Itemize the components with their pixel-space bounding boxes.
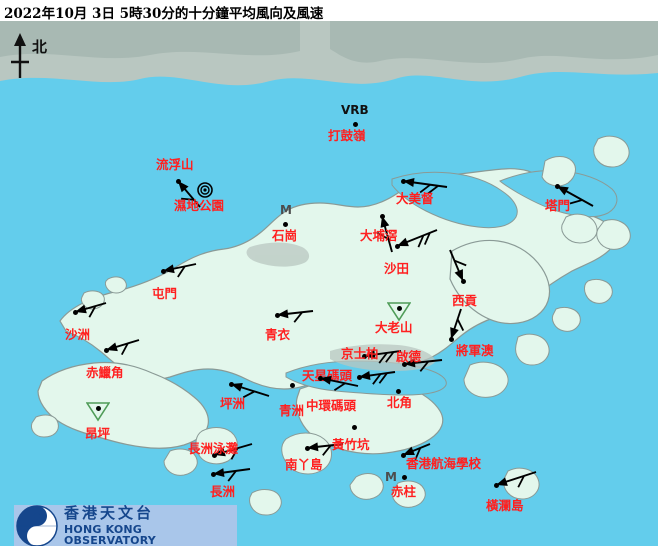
- station-label: 青洲: [279, 403, 305, 418]
- station-marker-dot: [351, 424, 357, 430]
- station-marker-dot: [289, 382, 295, 388]
- station-marker-dot: [274, 312, 280, 318]
- station-marker-dot: [211, 452, 217, 458]
- station-label: 屯門: [152, 286, 178, 301]
- station-label: 長洲泳灘: [188, 441, 239, 456]
- station-marker-dot: [352, 121, 358, 127]
- station-label: 坪洲: [220, 396, 246, 411]
- station-marker-dot: [401, 361, 407, 367]
- station-marker-dot: [448, 336, 454, 342]
- station-label: 打鼓嶺: [328, 128, 366, 143]
- hko-logo: 香港天文台 HONG KONG OBSERVATORY: [14, 505, 237, 546]
- station-label: 黃竹坑: [332, 437, 370, 452]
- station-label: 京士柏: [341, 346, 379, 361]
- station-label: 大埔滘: [360, 228, 398, 243]
- station-marker-dot: [356, 374, 362, 380]
- title-bar: 2022年10月 3日 5時30分的十分鐘平均風向及風速: [0, 0, 658, 22]
- station-marker-dot: [379, 213, 385, 219]
- hko-logo-icon: [16, 505, 58, 546]
- variable-wind-marker: VRB: [341, 103, 369, 117]
- station-marker-dot: [175, 178, 181, 184]
- station-marker-dot: [493, 482, 499, 488]
- station-marker-dot: [103, 347, 109, 353]
- station-marker-dot: [282, 221, 288, 227]
- logo-name-en: HONG KONG OBSERVATORY: [64, 523, 156, 546]
- north-arrow-icon: 北: [6, 30, 66, 82]
- missing-data-marker: M: [280, 203, 292, 217]
- station-marker-dot: [210, 471, 216, 477]
- station-label: 濕地公園: [174, 198, 225, 213]
- station-label: 南丫島: [285, 457, 323, 472]
- station-label: 大老山: [375, 320, 413, 335]
- north-label: 北: [32, 38, 48, 56]
- station-marker-dot: [554, 183, 560, 189]
- station-label: 西貢: [452, 293, 478, 308]
- station-label: 香港航海學校: [406, 456, 482, 471]
- station-marker-dot: [460, 278, 466, 284]
- station-label: 天星碼頭: [302, 368, 353, 383]
- station-label: 將軍澳: [456, 343, 494, 358]
- map-canvas: 北 VRB 打鼓嶺流浮山濕地公園 M 石崗 大美督 塔門大埔滘沙田屯門沙洲赤鱲角 西貢將軍澳…: [0, 21, 658, 546]
- station-label: 沙洲: [65, 327, 91, 342]
- station-label: 青衣: [265, 327, 291, 342]
- station-marker-dot: [401, 474, 407, 480]
- station-label: 北角: [387, 395, 413, 410]
- page-title: 2022年10月 3日 5時30分的十分鐘平均風向及風速: [4, 6, 324, 22]
- station-marker-dot: [396, 305, 402, 311]
- missing-data-marker: M: [385, 470, 397, 484]
- station-marker-dot: [361, 353, 367, 359]
- station-label: 赤鱲角: [86, 365, 124, 380]
- station-label: 橫瀾島: [486, 498, 524, 513]
- station-marker-dot: [400, 452, 406, 458]
- station-marker-dot: [95, 405, 101, 411]
- logo-name-cn: 香港天文台: [64, 504, 155, 522]
- station-label: 塔門: [545, 198, 571, 213]
- station-label: 中環碼頭: [306, 398, 357, 413]
- station-label: 沙田: [384, 261, 410, 276]
- station-marker-dot: [72, 309, 78, 315]
- coastline-map: [0, 21, 658, 516]
- station-label: 啟德: [396, 349, 422, 364]
- station-label: 長洲: [210, 484, 236, 499]
- calm-circle-icon: [197, 182, 213, 198]
- station-label: 赤柱: [391, 484, 417, 499]
- station-marker-dot: [395, 388, 401, 394]
- station-label: 大美督: [396, 191, 434, 206]
- station-marker-dot: [228, 381, 234, 387]
- station-marker-dot: [400, 178, 406, 184]
- station-label: 流浮山: [156, 157, 194, 172]
- station-marker-dot: [317, 375, 323, 381]
- station-marker-dot: [394, 243, 400, 249]
- station-marker-dot: [160, 268, 166, 274]
- station-label: 昂坪: [85, 426, 111, 441]
- station-label: 石崗: [272, 228, 298, 243]
- station-marker-dot: [304, 445, 310, 451]
